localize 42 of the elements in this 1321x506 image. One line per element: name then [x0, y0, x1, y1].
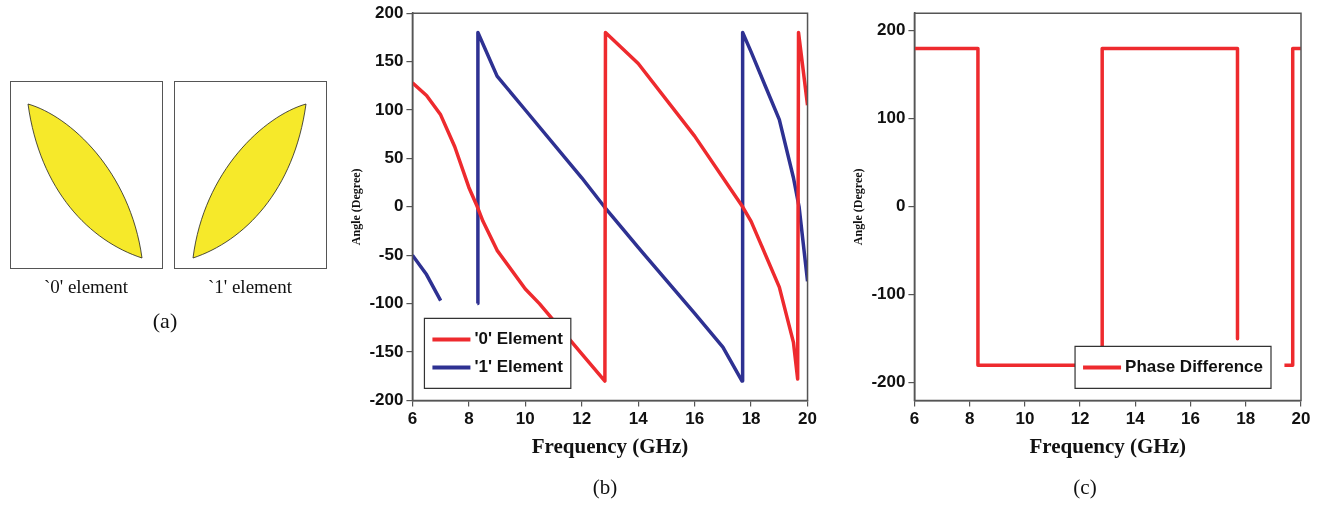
- x-tick-label: 20: [798, 409, 818, 429]
- y-tick-label: 150: [375, 51, 404, 71]
- x-tick-label: 12: [572, 409, 592, 429]
- x-axis-title: Frequency (GHz): [531, 433, 689, 458]
- x-tick-label: 6: [407, 409, 418, 429]
- text: `0' element: [43, 276, 129, 298]
- y-tick-label: -150: [369, 341, 404, 361]
- y-tick-label: 0: [895, 196, 906, 216]
- x-tick-label: 18: [1236, 409, 1256, 429]
- x-tick-label: 18: [741, 409, 761, 429]
- x-tick-label: 20: [1291, 409, 1311, 429]
- y-tick-label: -100: [871, 284, 906, 304]
- x-tick-label: 10: [515, 409, 535, 429]
- legend-label: '1' Element: [474, 357, 564, 377]
- y-tick-label: -50: [378, 244, 404, 264]
- text: `1' element: [207, 276, 293, 298]
- text: (b): [592, 475, 618, 500]
- x-axis-title: Frequency (GHz): [1029, 433, 1186, 458]
- x-tick-label: 6: [909, 409, 920, 429]
- y-axis-title: Angle (Degree): [851, 168, 866, 246]
- y-axis-title: Angle (Degree): [349, 168, 364, 246]
- legend-label: '0' Element: [474, 329, 564, 349]
- y-tick-label: 100: [375, 99, 404, 119]
- text: (a): [152, 308, 178, 334]
- y-tick-label: 100: [877, 108, 906, 128]
- legend-label: Phase Difference: [1125, 357, 1263, 377]
- y-tick-label: 200: [375, 2, 404, 22]
- x-tick-label: 16: [685, 409, 705, 429]
- y-tick-label: -100: [369, 293, 404, 313]
- text: (c): [1073, 475, 1097, 500]
- y-tick-label: 50: [384, 148, 404, 168]
- y-tick-label: -200: [369, 390, 404, 410]
- x-tick-label: 14: [1125, 409, 1146, 429]
- x-tick-label: 8: [464, 409, 474, 429]
- y-tick-label: 200: [877, 20, 906, 40]
- x-tick-label: 8: [964, 409, 975, 429]
- y-tick-label: 0: [393, 196, 404, 216]
- y-tick-label: -200: [871, 372, 906, 392]
- x-tick-label: 12: [1070, 409, 1090, 429]
- x-tick-label: 16: [1181, 409, 1201, 429]
- x-tick-label: 14: [628, 409, 649, 429]
- x-tick-label: 10: [1015, 409, 1035, 429]
